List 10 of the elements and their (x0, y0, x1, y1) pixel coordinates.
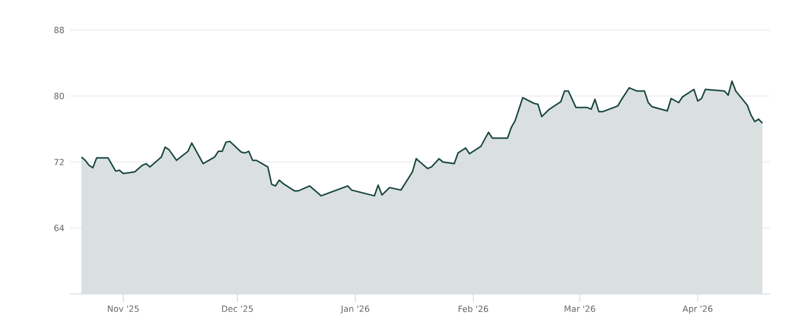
x-tick-label: Nov '25 (108, 306, 139, 312)
y-tick-label: 72 (54, 158, 64, 166)
x-tick-label: Apr '26 (682, 306, 712, 314)
y-tick-label: 80 (54, 92, 64, 100)
y-tick-label: 64 (54, 224, 64, 232)
x-tick-label: Feb '26 (458, 306, 488, 312)
x-tick-label: Jan '26 (340, 306, 370, 314)
x-tick-label: Mar '26 (564, 306, 596, 312)
y-tick-label: 88 (54, 26, 64, 34)
x-tick-label: Dec '25 (222, 306, 253, 312)
